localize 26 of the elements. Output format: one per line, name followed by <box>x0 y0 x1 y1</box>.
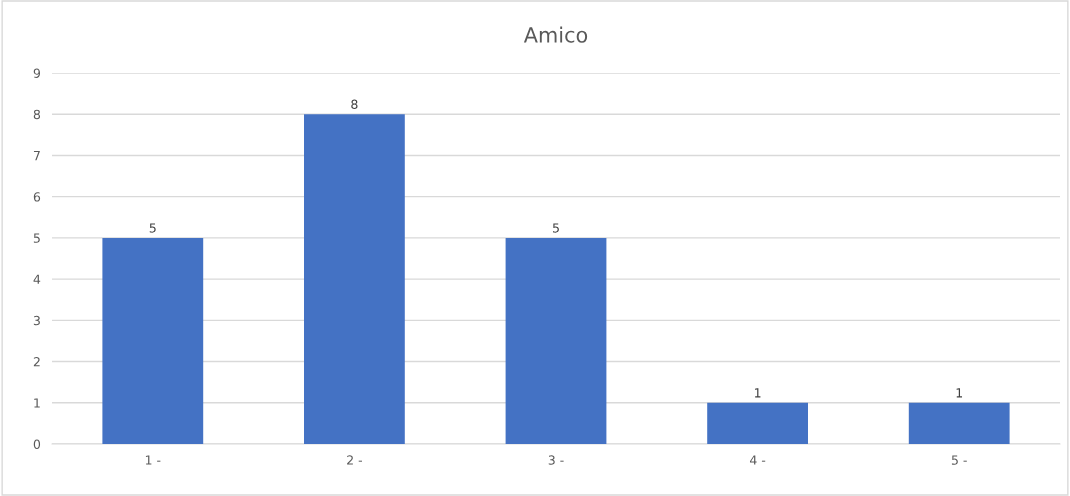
bar <box>908 402 1010 444</box>
data-label: 8 <box>351 99 358 110</box>
data-label: 1 <box>755 388 761 398</box>
x-tick-label: 1 - <box>145 455 161 465</box>
y-tick-label: 2 <box>33 357 40 367</box>
y-tick-label: 9 <box>33 68 41 78</box>
bar <box>505 237 607 444</box>
data-label: 5 <box>552 223 559 233</box>
data-label: 1 <box>956 388 963 398</box>
data-label: 5 <box>149 223 156 233</box>
y-tick-label: 8 <box>33 109 41 120</box>
chart-title: Amico <box>523 26 588 43</box>
x-tick-label: 2 - <box>347 455 363 465</box>
bar <box>304 114 405 444</box>
y-tick-label: 6 <box>33 192 41 202</box>
y-tick-label: 3 <box>33 315 40 326</box>
x-tick-label: 5 - <box>951 455 967 465</box>
x-tick-label: 3 - <box>548 455 564 465</box>
y-tick-label: 7 <box>33 151 40 161</box>
y-tick-label: 0 <box>33 439 41 449</box>
y-tick-label: 1 <box>34 398 40 408</box>
bar <box>707 402 808 444</box>
x-tick-label: 4 - <box>749 455 766 465</box>
y-tick-label: 5 <box>33 233 40 243</box>
y-tick-label: 4 <box>33 274 41 284</box>
bar <box>102 237 204 444</box>
